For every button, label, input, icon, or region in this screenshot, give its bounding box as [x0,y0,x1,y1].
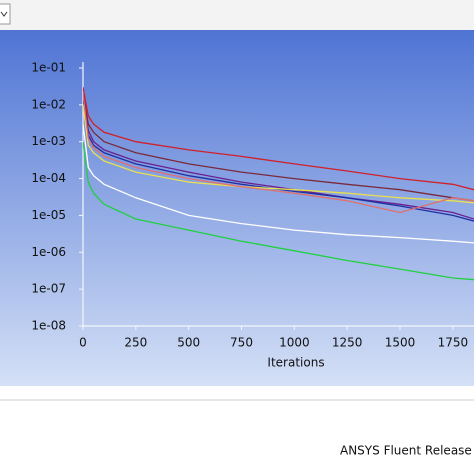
residual-line [83,93,474,220]
residual-line [83,93,474,214]
x-tick-label: 0 [79,336,87,350]
toolbar [0,0,474,30]
y-tick-label: 1e-04 [31,171,66,185]
residual-line [83,104,474,204]
x-tick-label: 1250 [332,336,363,350]
x-tick-label: 1750 [438,336,469,350]
residual-line [83,141,474,281]
series-group [83,87,474,281]
y-tick-label: 1e-07 [31,282,66,296]
x-tick-label: 250 [124,336,147,350]
dropdown-arrow [0,11,8,17]
plot: 1e-08 1e-07 1e-06 1e-05 1e-04 1e-03 1e-02 1e-01… [31,61,474,350]
residual-line [83,124,474,244]
x-axis-label: Iterations [267,356,324,370]
graphics-area [0,30,474,386]
y-tick-label: 1e-02 [31,97,66,111]
y-tick-label: 1e-01 [31,61,66,75]
y-tick-label: 1e-05 [31,208,66,222]
y-tick-label: 1e-08 [31,319,66,333]
status-text: ANSYS Fluent Release 1 [340,444,474,458]
y-tick-label: 1e-06 [31,245,66,259]
residual-line [83,93,474,202]
residual-line [83,87,474,191]
residual-line [83,98,474,222]
x-tick-label: 500 [177,336,200,350]
x-tick-label: 750 [230,336,253,350]
x-tick-label: 1000 [279,336,310,350]
x-tick-label: 1500 [385,336,416,350]
y-tick-label: 1e-03 [31,134,66,148]
